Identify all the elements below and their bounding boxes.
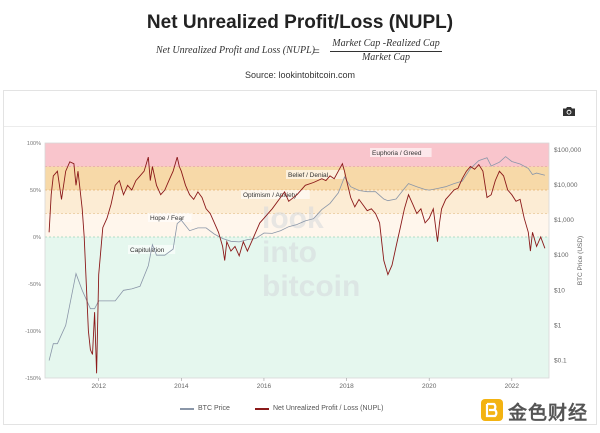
x-tick-6: 2022 bbox=[505, 383, 520, 390]
zone-label-5: Capitulation bbox=[130, 247, 165, 254]
zone-band-1 bbox=[45, 143, 549, 167]
legend-swatch-btc-price bbox=[180, 407, 194, 410]
y-right-tick-4: $100 bbox=[554, 252, 569, 259]
lookintobitcoin-watermark-3: bitcoin bbox=[262, 270, 360, 303]
formula-denominator: Market Cap bbox=[361, 52, 411, 63]
lookintobitcoin-watermark-2: into bbox=[262, 236, 317, 269]
watermark-text: 金色财经 bbox=[508, 402, 589, 424]
y-left-tick-5: 0% bbox=[33, 235, 41, 241]
zone-label-bg-4 bbox=[148, 213, 192, 222]
y-left-tick-9: -100% bbox=[25, 329, 41, 335]
y-left-tick-7: -50% bbox=[28, 282, 41, 288]
zone-band-3 bbox=[45, 190, 549, 214]
zone-band-5 bbox=[45, 237, 549, 378]
zone-label-bg-3 bbox=[241, 190, 310, 199]
formula-fraction-bar bbox=[330, 51, 442, 52]
y-right-tick-1: $100,000 bbox=[554, 147, 581, 154]
page-title: Net Unrealized Profit/Loss (NUPL) bbox=[146, 12, 454, 33]
y-left-tick-11: -150% bbox=[25, 376, 41, 382]
x-tick-5: 2020 bbox=[422, 383, 437, 390]
x-tick-1: 2012 bbox=[91, 383, 106, 390]
chart-frame bbox=[3, 90, 597, 425]
formula-equals: = bbox=[313, 44, 320, 58]
x-tick-2: 2014 bbox=[174, 383, 189, 390]
y-right-tick-2: $10,000 bbox=[554, 182, 578, 189]
y-right-tick-5: $10 bbox=[554, 287, 565, 294]
legend-label-nupl: Net Unrealized Profit / Loss (NUPL) bbox=[273, 405, 384, 412]
y-left-tick-3: 50% bbox=[30, 188, 41, 194]
zone-label-2: Belief / Denial bbox=[288, 172, 329, 179]
camera-icon[interactable] bbox=[562, 106, 576, 117]
watermark: 金色财经 bbox=[481, 397, 593, 425]
y-right-tick-7: $0.1 bbox=[554, 357, 567, 364]
lookintobitcoin-watermark-1: look bbox=[262, 202, 324, 235]
nupl-line bbox=[48, 156, 546, 374]
legend-item-nupl[interactable]: Net Unrealized Profit / Loss (NUPL) bbox=[255, 405, 383, 412]
zone-label-1: Euphoria / Greed bbox=[372, 150, 422, 157]
nupl-formula: Net Unrealized Profit and Loss (NUPL) = … bbox=[150, 38, 450, 64]
y-right-tick-6: $1 bbox=[554, 322, 562, 329]
btc-price-line bbox=[48, 156, 546, 361]
formula-lhs: Net Unrealized Profit and Loss (NUPL) bbox=[156, 45, 315, 56]
y-left-tick-1: 100% bbox=[27, 141, 41, 147]
legend-item-btc-price[interactable]: BTC Price bbox=[180, 405, 230, 412]
zone-label-bg-1 bbox=[370, 148, 432, 157]
y-right-tick-3: $1,000 bbox=[554, 217, 574, 224]
source-caption: Source: lookintobitcoin.com bbox=[244, 70, 356, 80]
legend-swatch-nupl bbox=[255, 407, 269, 410]
plot-border bbox=[44, 142, 550, 379]
x-tick-3: 2016 bbox=[257, 383, 272, 390]
x-tick-4: 2018 bbox=[339, 383, 354, 390]
y-right-axis-label: BTC Price (USD) bbox=[577, 236, 584, 285]
zone-label-bg-2 bbox=[286, 170, 344, 179]
formula-numerator: Market Cap -Realized Cap bbox=[332, 38, 440, 49]
zone-label-3: Optimism / Anxiety bbox=[243, 192, 298, 199]
jinse-logo-icon bbox=[481, 399, 503, 421]
toolbar-divider bbox=[4, 126, 596, 127]
zone-label-4: Hope / Fear bbox=[150, 215, 185, 222]
legend-label-btc-price: BTC Price bbox=[198, 405, 230, 412]
